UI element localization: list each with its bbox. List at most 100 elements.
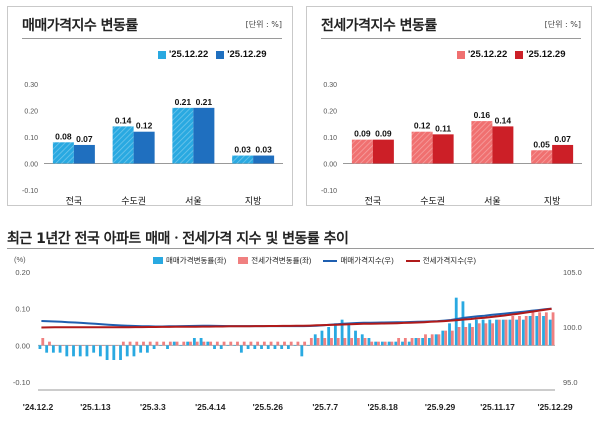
jeonse-change-bar	[289, 341, 293, 346]
jeonse-change-bar	[276, 341, 280, 346]
y-tick-label: 0.20	[323, 109, 337, 116]
sale-change-bar	[172, 341, 176, 346]
jeonse-change-bar	[121, 341, 125, 346]
jeonse-change-bar	[215, 341, 219, 346]
x-tick-label: '25.12.29	[537, 402, 572, 412]
jeonse-change-bar	[108, 345, 112, 346]
jeonse-change-bar	[256, 341, 260, 346]
bar-value-label: 0.12	[136, 121, 153, 131]
jeonse-change-bar	[249, 341, 253, 346]
sale-change-bar	[51, 345, 55, 353]
jeonse-change-bar	[142, 341, 145, 346]
category-label: 지방	[245, 196, 262, 207]
category-label: 전국	[365, 196, 382, 207]
jeonse-change-bar	[551, 312, 555, 346]
sale-change-bar	[226, 345, 230, 346]
jeonse-change-bar	[48, 341, 51, 346]
y-tick-label: 0.20	[24, 109, 38, 116]
jeonse-change-bar	[296, 341, 300, 346]
legend-swatch	[238, 257, 249, 264]
sale-change-bar	[461, 301, 465, 346]
jeonse-change-bar	[162, 341, 166, 346]
sale-change-bar	[132, 345, 136, 357]
sale-change-bar	[354, 330, 357, 346]
sale-change-bar	[239, 345, 243, 353]
jeonse-change-bar	[101, 345, 105, 346]
legend-item: 매매가격지수(우)	[323, 255, 394, 266]
bar-value-label: 0.03	[234, 145, 251, 155]
jeonse-change-bar	[262, 341, 266, 346]
legend-item: 전세가격지수(우)	[405, 255, 476, 266]
jeonse-change-bar	[189, 341, 192, 346]
jeonse-change-bar	[397, 338, 401, 346]
jeonse-change-bar	[424, 334, 427, 346]
jeonse-change-bar	[350, 338, 354, 346]
sale-change-bar	[401, 341, 404, 346]
sale-change-bar	[387, 341, 391, 346]
jeonse-change-bar	[518, 316, 521, 346]
jeonse-change-bar	[538, 312, 542, 346]
bar-value-label: 0.11	[435, 123, 451, 133]
sale-change-bar	[125, 345, 129, 357]
jeonse-change-bar	[471, 327, 474, 346]
bar-prev	[411, 131, 433, 164]
sale-change-bar	[58, 345, 62, 353]
x-tick-label: '25.9.29	[425, 402, 456, 412]
bar-value-label: 0.14	[495, 115, 512, 125]
jeonse-change-bar	[316, 338, 320, 346]
category-label: 서울	[484, 196, 501, 207]
jeonse-change-bar	[168, 341, 172, 346]
panel-title: 전세가격지수 변동률	[321, 18, 437, 34]
sale-change-bar	[347, 323, 351, 346]
right-y-tick-label: 100.0	[563, 323, 582, 332]
sale-change-bar	[548, 319, 552, 346]
jeonse-change-bar	[182, 341, 186, 346]
jeonse-change-bar	[88, 345, 92, 346]
y-tick-label: 0.10	[323, 135, 337, 142]
sale-change-bar	[327, 327, 331, 346]
jeonse-change-bar	[437, 334, 441, 346]
x-tick-label: '24.12.2	[23, 402, 54, 412]
x-tick-label: '25.11.17	[480, 402, 515, 412]
sale-change-bar	[246, 345, 250, 349]
bar-curr	[253, 155, 275, 164]
jeonse-change-bar	[68, 345, 72, 346]
jeonse-change-bar	[504, 319, 508, 346]
sale-change-bar	[394, 341, 398, 346]
sale-change-bar	[481, 319, 485, 346]
jeonse-change-bar	[410, 338, 414, 346]
jeonse-change-bar	[155, 341, 159, 346]
jeonse-change-bar	[81, 345, 85, 346]
right-y-tick-label: 105.0	[563, 268, 582, 277]
sale-change-bar	[72, 345, 75, 357]
jeonse-change-bar	[464, 327, 468, 346]
legend-label: '25.12.29	[526, 49, 566, 60]
y-tick-label: 0.00	[323, 162, 337, 169]
left-y-tick-label: 0.10	[15, 305, 30, 314]
legend-swatch	[323, 259, 338, 262]
bar-value-label: 0.21	[175, 97, 192, 107]
bar-prev	[531, 150, 553, 164]
left-y-tick-label: 0.00	[15, 341, 30, 350]
jeonse-change-bar	[511, 316, 515, 346]
legend-item: '25.12.29	[515, 49, 566, 60]
sale-change-bar	[508, 319, 512, 346]
jeonse-change-bar	[54, 345, 58, 346]
bar-curr	[552, 144, 574, 164]
jeonse-change-chart: 0.30 0.20 0.10 0.00 -0.10 0.09 0.09 전국 0.12 0.11 수…	[321, 82, 582, 207]
sale-change-bar	[333, 323, 337, 346]
sale-change-bar	[307, 345, 310, 346]
bar-prev	[351, 139, 373, 164]
jeonse-change-bar	[491, 323, 495, 346]
sale-change-bar	[98, 345, 102, 357]
sale-change-bar	[340, 319, 344, 346]
sale-change-bar	[112, 345, 116, 360]
jeonse-change-bar	[457, 327, 461, 346]
bar-prev	[52, 142, 74, 164]
bar-prev	[471, 121, 493, 164]
y-tick-label: -0.10	[22, 188, 38, 195]
bar-value-label: 0.14	[115, 115, 132, 125]
jeonse-change-bar	[336, 338, 340, 346]
jeonse-change-bar	[356, 338, 360, 346]
jeonse-change-bar	[484, 323, 488, 346]
